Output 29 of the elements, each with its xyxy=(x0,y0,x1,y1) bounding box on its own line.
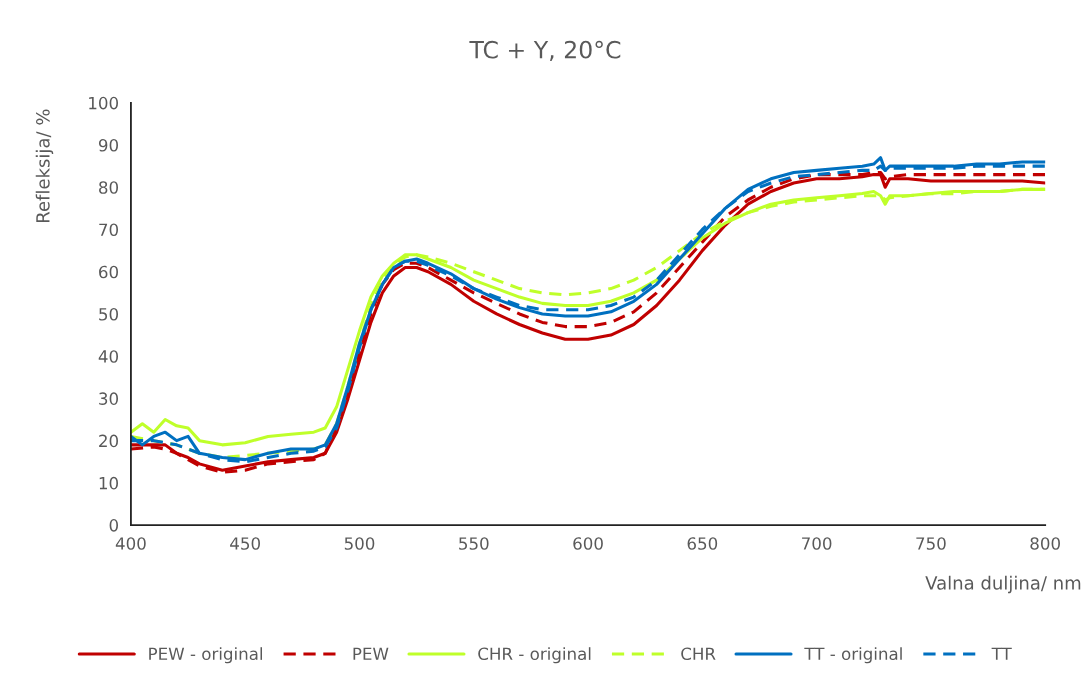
x-tick-label: 800 xyxy=(1030,537,1060,550)
chart-title: TC + Y, 20°C xyxy=(469,40,621,62)
x-axis-title: Valna duljina/ nm xyxy=(925,575,1081,594)
legend-label: CHR - original xyxy=(478,647,591,664)
y-tick-label: 100 xyxy=(89,96,119,110)
y-tick-label: 90 xyxy=(98,139,119,152)
x-tick-label: 700 xyxy=(802,537,832,550)
y-tick-label: 70 xyxy=(99,223,119,237)
x-tick-label: 450 xyxy=(230,537,260,550)
x-tick-label: 650 xyxy=(687,537,718,550)
y-tick-label: 40 xyxy=(98,350,119,363)
legend-label: PEW xyxy=(353,647,389,660)
legend-label: PEW - original xyxy=(149,647,262,664)
legend-label: TT - original xyxy=(804,647,902,664)
y-tick-label: 60 xyxy=(99,265,119,279)
y-tick-label: 20 xyxy=(99,434,119,448)
x-tick-label: 750 xyxy=(916,537,946,550)
x-tick-label: 550 xyxy=(459,537,489,550)
x-tick-label: 500 xyxy=(344,537,375,550)
y-tick-label: 10 xyxy=(99,476,119,490)
legend-label: TT xyxy=(991,647,1012,660)
y-axis-title: Refleksija/ % xyxy=(35,109,54,223)
x-tick-label: 400 xyxy=(115,537,146,550)
x-tick-label: 600 xyxy=(573,537,603,550)
y-tick-label: 30 xyxy=(99,392,119,405)
legend-label: CHR xyxy=(681,647,716,661)
y-tick-label: 50 xyxy=(99,307,119,321)
y-tick-label: 0 xyxy=(109,519,119,532)
y-tick-label: 80 xyxy=(99,181,119,194)
